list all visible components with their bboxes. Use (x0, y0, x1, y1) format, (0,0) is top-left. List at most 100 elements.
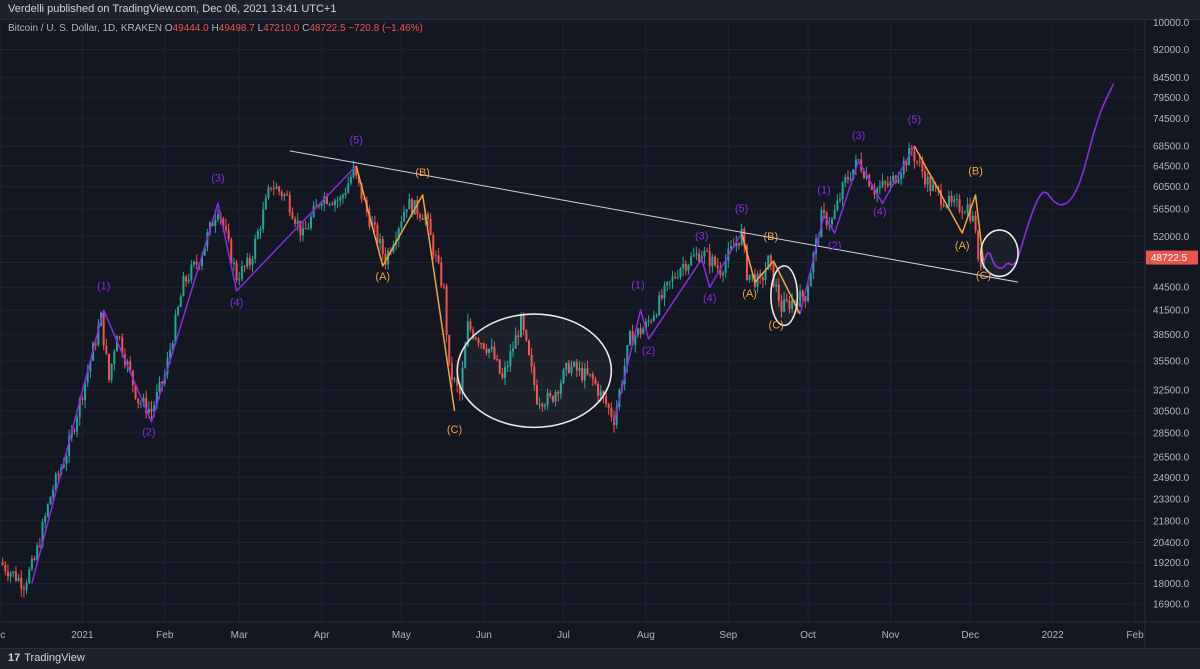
candle-body (307, 227, 310, 230)
candle-body (974, 215, 977, 231)
candle-body (474, 337, 477, 340)
wave-labels: (1) (2) (3) (4) (5) (A) (B) (C) (1) (2) (3) (4) (5) (… (97, 114, 991, 438)
wave-label: (1) (817, 184, 830, 196)
x-tick-label: Apr (314, 630, 330, 641)
candle-body (270, 187, 273, 189)
candle-body (355, 166, 358, 176)
candle-body (94, 343, 97, 345)
candle-body (639, 328, 642, 334)
candle-body (777, 284, 780, 301)
candle-body (254, 238, 257, 259)
candle-body (626, 345, 629, 366)
candle-body (929, 176, 932, 191)
tradingview-logo[interactable]: 17 TradingView (8, 652, 85, 664)
candle-body (838, 199, 841, 201)
wave-label: (A) (375, 271, 390, 283)
candle-body (403, 212, 406, 222)
price-chart[interactable]: (1) (2) (3) (4) (5) (A) (B) (C) (1) (2) (3) (4) (5) (… (0, 19, 1200, 648)
close-label: C (302, 23, 310, 34)
y-tick-label: 74500.0 (1153, 114, 1190, 125)
candle-body (493, 346, 496, 360)
candle-body (49, 497, 52, 505)
candle-body (344, 192, 347, 196)
candle-body (134, 385, 137, 399)
y-tick-label: 23300.0 (1153, 494, 1190, 505)
candle-body (62, 463, 65, 468)
chart-grid (0, 19, 1143, 622)
candle-body (775, 284, 778, 287)
candle-body (331, 203, 334, 206)
candle-body (341, 195, 344, 198)
high-value: 49498.7 (218, 23, 255, 34)
candle-body (559, 382, 562, 394)
candle-body (615, 406, 618, 426)
candle-body (581, 367, 584, 381)
wave-label: (3) (695, 230, 708, 242)
candle-body (54, 474, 57, 491)
highlight-ellipse (770, 265, 799, 327)
candle-body (870, 186, 873, 190)
candle-body (448, 334, 451, 364)
candle-body (145, 397, 148, 413)
candle-body (631, 331, 634, 345)
candle-body (201, 255, 204, 266)
candle-body (945, 205, 948, 207)
candle-body (841, 182, 844, 200)
x-tick-label: Nov (882, 630, 900, 641)
candle-body (480, 343, 483, 345)
y-tick-label: 28500.0 (1153, 429, 1190, 440)
candle-body (695, 253, 698, 256)
candle-body (376, 224, 379, 244)
candle-body (193, 261, 196, 265)
candle-body (312, 206, 315, 217)
candle-body (873, 189, 876, 195)
candle-body (232, 262, 235, 264)
candle-body (628, 331, 631, 346)
candle-body (469, 321, 472, 330)
candle-body (533, 366, 536, 386)
candle-body (9, 573, 12, 577)
candle-body (597, 383, 600, 396)
candle-body (724, 260, 727, 273)
projection-path (982, 82, 1115, 269)
wave-label: (C) (976, 270, 991, 282)
candle-body (953, 199, 956, 203)
y-tick-label: 19200.0 (1153, 558, 1190, 569)
candle-body (971, 215, 974, 222)
candle-body (235, 262, 238, 281)
candle-body (190, 264, 193, 280)
candle-body (586, 368, 589, 375)
candle-body (605, 396, 608, 405)
y-tick-label: 44500.0 (1153, 283, 1190, 294)
wave-label: (3) (852, 130, 865, 142)
candle-body (315, 204, 318, 207)
candle-body (44, 515, 47, 523)
candle-body (682, 263, 685, 269)
candle-body (589, 374, 592, 376)
candle-body (942, 204, 945, 207)
candle-body (514, 335, 517, 349)
candle-body (554, 392, 557, 402)
candle-body (926, 176, 929, 185)
candle-body (224, 226, 227, 231)
candle-body (264, 197, 267, 210)
candle-body (397, 228, 400, 240)
candle-body (644, 321, 647, 329)
candle-body (41, 522, 44, 547)
header-bar: Verdelli published on TradingView.com, D… (0, 0, 1200, 20)
candle-body (477, 339, 480, 344)
candle-body (121, 337, 124, 355)
candle-body (118, 336, 121, 338)
y-tick-label: 24900.0 (1153, 473, 1190, 484)
candle-body (591, 374, 594, 379)
wave-label: (A) (742, 288, 757, 300)
candle-body (28, 569, 31, 583)
candle-body (939, 190, 942, 205)
candle-body (426, 213, 429, 220)
wave-label: (2) (642, 345, 655, 357)
wave-label: (A) (955, 240, 970, 252)
open-label: O (164, 23, 173, 34)
candle-body (862, 170, 865, 179)
candle-body (246, 257, 249, 267)
candle-body (155, 391, 158, 406)
